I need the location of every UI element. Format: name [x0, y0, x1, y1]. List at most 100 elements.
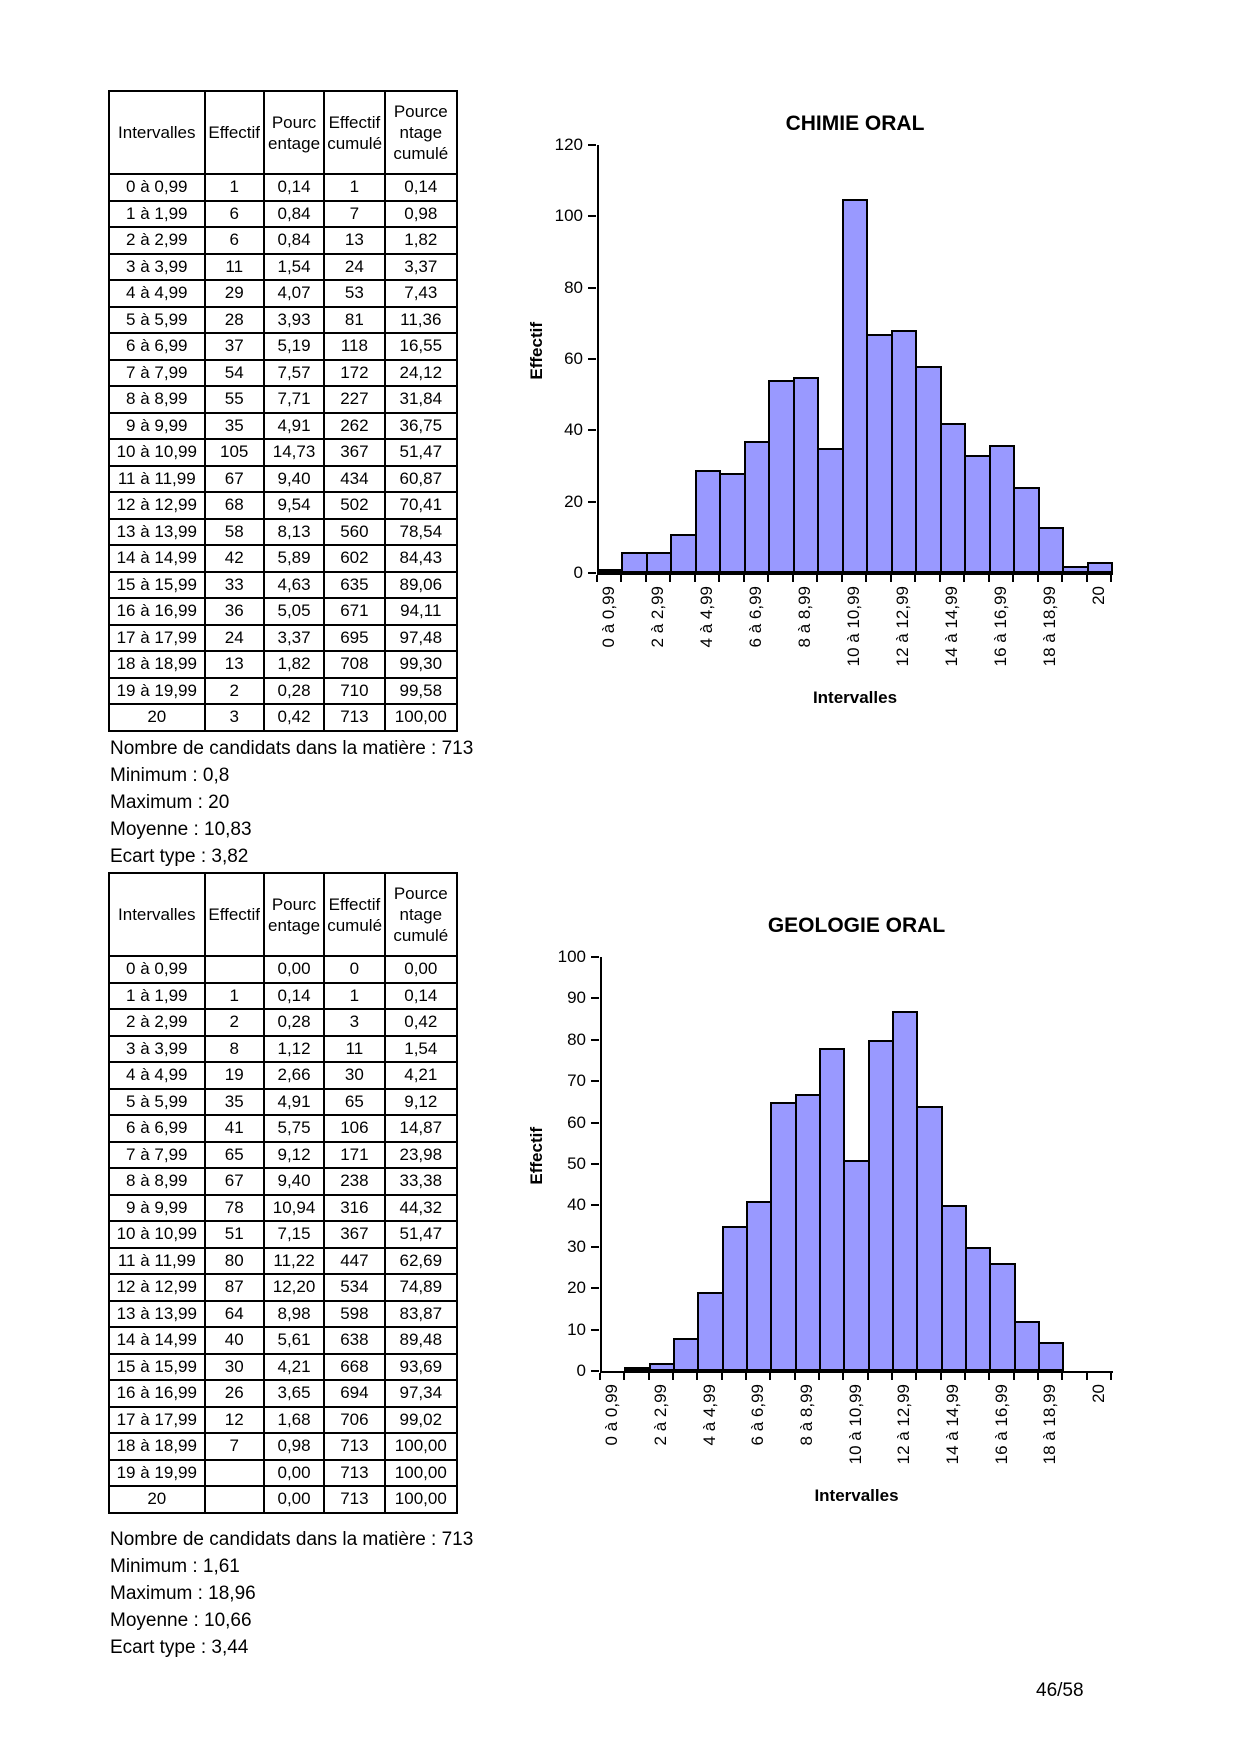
x-tick-mark: [718, 575, 721, 582]
x-tick-label: 20: [1088, 586, 1108, 605]
table-row: 4 à 4,99 29 4,07 53 7,43: [108, 279, 459, 308]
x-tick-mark: [1012, 1373, 1015, 1380]
table-cell: 2 à 2,99: [108, 226, 206, 255]
table-cell: 67: [203, 1167, 265, 1196]
y-tick-label: 50: [567, 1154, 586, 1173]
table-cell: 8 à 8,99: [108, 1167, 206, 1196]
column-header: Effectif: [203, 872, 265, 957]
x-tick-mark: [599, 1373, 601, 1380]
y-tick-mark: [591, 1245, 599, 1248]
y-tick-mark: [591, 1163, 599, 1165]
x-tick-mark: [840, 575, 843, 582]
y-tick-label: 100: [557, 947, 586, 966]
bar: [1013, 487, 1040, 573]
table-cell: 51: [203, 1220, 265, 1249]
table-cell: 1: [323, 981, 386, 1010]
table-cell: [203, 955, 265, 984]
bar: [1013, 1321, 1040, 1371]
table-cell: 44,32: [383, 1193, 459, 1222]
table-cell: 94,11: [383, 597, 459, 626]
x-tick-mark: [938, 575, 941, 582]
table-cell: 7,43: [383, 279, 459, 308]
table-row: 12 à 12,99 68 9,54 502 70,41: [108, 491, 459, 520]
table-cell: 60,87: [383, 464, 459, 493]
table-cell: 171: [323, 1140, 386, 1169]
x-tick-mark: [1061, 1373, 1064, 1380]
table-row: 16 à 16,99 26 3,65 694 97,34: [108, 1379, 459, 1408]
bar: [792, 376, 820, 573]
table-cell: 694: [323, 1379, 386, 1408]
x-tick-mark: [987, 575, 990, 582]
table-row: 6 à 6,99 41 5,75 106 14,87: [108, 1114, 459, 1143]
y-tick-mark: [591, 1121, 599, 1124]
x-tick-mark: [696, 1373, 699, 1380]
table-cell: 0,42: [262, 703, 326, 732]
table-cell: 4,91: [262, 1087, 326, 1116]
x-tick-label: 10 à 10,99: [845, 1384, 865, 1465]
x-tick-label: 20: [1088, 1384, 1108, 1403]
table-cell: 89,06: [383, 570, 459, 599]
table-cell: 15 à 15,99: [108, 570, 206, 599]
y-tick-label: 120: [554, 135, 583, 154]
y-tick-mark: [591, 1287, 599, 1290]
x-tick-mark: [745, 1373, 747, 1380]
bar: [866, 334, 893, 573]
table-row: 20 0,00 713 100,00: [108, 1485, 459, 1514]
table-cell: 20: [108, 703, 206, 732]
table-cell: 6 à 6,99: [108, 332, 206, 361]
table-cell: 3,37: [262, 623, 326, 652]
y-tick-mark: [588, 215, 596, 218]
table-cell: 4 à 4,99: [108, 279, 206, 308]
table-cell: 7 à 7,99: [108, 1140, 206, 1169]
table-cell: 93,69: [383, 1352, 459, 1381]
table-cell: 18 à 18,99: [108, 1432, 206, 1461]
table-cell: 14,73: [262, 438, 326, 467]
summary-line: Moyenne : 10,83: [110, 819, 252, 840]
table-cell: 28: [203, 305, 265, 334]
table-header-row: Intervalles Effectif Pourc entage Effectif …: [108, 872, 459, 957]
table-cell: 7,57: [262, 358, 326, 387]
x-tick-label: 14 à 14,99: [941, 586, 961, 667]
x-tick-mark: [865, 575, 868, 582]
table-cell: 3 à 3,99: [108, 252, 206, 281]
table-row: 17 à 17,99 24 3,37 695 97,48: [108, 623, 459, 652]
bar: [1037, 526, 1065, 573]
table-cell: 20: [108, 1485, 206, 1514]
table-cell: 0,98: [383, 199, 459, 228]
x-tick-mark: [669, 575, 672, 582]
table-cell: 0,28: [262, 1008, 326, 1037]
table-cell: 0: [323, 955, 386, 984]
geologie-oral-table: Intervalles Effectif Pourc entage Effectif …: [108, 872, 459, 1514]
table-cell: 89,48: [383, 1326, 459, 1355]
table-cell: 713: [323, 1432, 386, 1461]
bar: [940, 1205, 967, 1371]
table-cell: 24: [203, 623, 265, 652]
table-cell: 1: [203, 981, 265, 1010]
table-row: 12 à 12,99 87 12,20 534 74,89: [108, 1273, 459, 1302]
y-tick-mark: [591, 1204, 599, 1207]
table-cell: 1,82: [383, 226, 459, 255]
bar: [694, 469, 722, 573]
table-cell: 710: [323, 676, 386, 705]
table-cell: 9,40: [262, 1167, 326, 1196]
table-cell: 19 à 19,99: [108, 1458, 206, 1487]
bar: [988, 444, 1016, 573]
table-cell: 3,93: [262, 305, 326, 334]
x-tick-label: 0 à 0,99: [599, 586, 619, 648]
x-tick-label: 16 à 16,99: [991, 1384, 1011, 1465]
table-cell: 1,68: [262, 1405, 326, 1434]
x-tick-mark: [1061, 575, 1064, 582]
x-tick-mark: [596, 575, 598, 582]
x-tick-label: 16 à 16,99: [990, 586, 1010, 667]
bar: [648, 1362, 675, 1371]
table-cell: 1,12: [262, 1034, 326, 1063]
y-tick-mark: [591, 1370, 599, 1372]
table-row: 16 à 16,99 36 5,05 671 94,11: [108, 597, 459, 626]
table-cell: 54: [203, 358, 265, 387]
table-cell: 42: [203, 544, 265, 573]
y-tick-mark: [591, 956, 599, 958]
x-tick-label: 2 à 2,99: [648, 586, 668, 648]
table-row: 5 à 5,99 35 4,91 65 9,12: [108, 1087, 459, 1116]
table-row: 18 à 18,99 13 1,82 708 99,30: [108, 650, 459, 679]
